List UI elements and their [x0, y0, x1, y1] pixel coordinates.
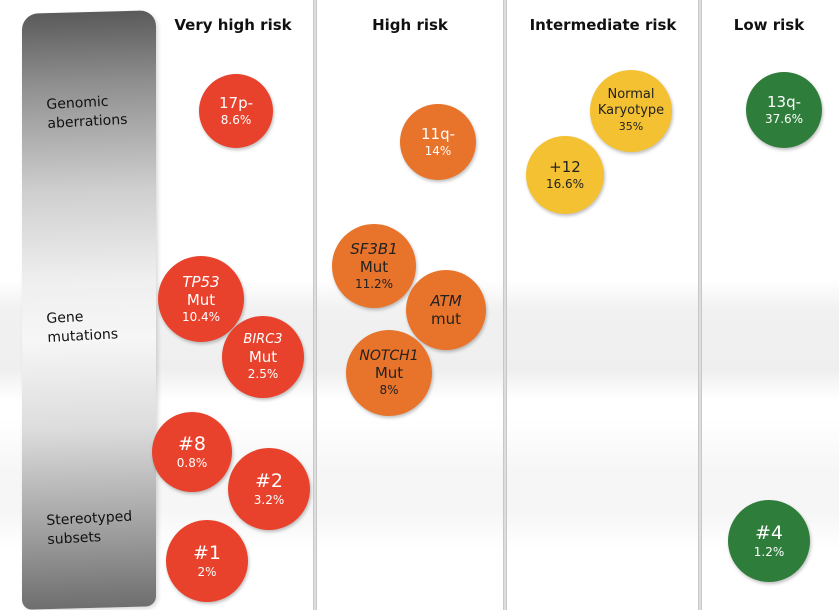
bubble-label: 17p-	[218, 94, 254, 112]
bubble-label: 13q-	[766, 93, 802, 111]
bubble-label: +12	[549, 158, 581, 176]
bubble-label: 11q-	[420, 125, 456, 143]
bubble-gene: TP53	[182, 273, 220, 291]
bubble-atm: ATM mut	[406, 270, 486, 350]
bubble-percent: 35%	[618, 120, 644, 133]
bubble-label: mut	[431, 310, 461, 328]
bubble-subset-2: #2 3.2%	[228, 448, 310, 530]
bubble-gene: BIRC3	[243, 332, 283, 347]
bubble-gene: SF3B1	[350, 240, 398, 258]
bubble-gene: ATM	[430, 292, 462, 310]
bubble-percent: 2.5%	[247, 367, 279, 381]
bubble-label: #2	[254, 470, 283, 492]
bubble-percent: 16.6%	[545, 177, 585, 191]
bubble-label: Mut	[248, 348, 278, 366]
bubble-11q: 11q- 14%	[400, 104, 476, 180]
bubble-label: Mut	[186, 291, 216, 309]
bubble-label: #1	[192, 542, 221, 564]
bubble-subset-1: #1 2%	[166, 520, 248, 602]
bubble-subset-8: #8 0.8%	[152, 412, 232, 492]
column-divider	[698, 0, 702, 610]
bubble-percent: 2%	[197, 565, 217, 579]
row-label-genomic-aberrations: Genomic aberrations	[46, 93, 128, 132]
bubble-percent: 8%	[379, 383, 399, 397]
bubble-label: Normal	[607, 87, 655, 102]
bubble-percent: 0.8%	[176, 456, 208, 470]
bubble-gene: NOTCH1	[359, 348, 419, 364]
bubble-subset-4: #4 1.2%	[728, 500, 810, 582]
bubble-percent: 11.2%	[354, 277, 394, 291]
bubble-label: Mut	[374, 364, 404, 382]
column-header-high-risk: High risk	[372, 16, 448, 34]
bubble-percent: 1.2%	[753, 545, 785, 559]
column-header-intermediate-risk: Intermediate risk	[529, 16, 677, 34]
row-label-stereotyped-subsets: Stereotyped subsets	[46, 508, 133, 548]
bubble-plus12: +12 16.6%	[526, 136, 604, 214]
column-header-low-risk: Low risk	[733, 16, 805, 34]
bubble-percent: 37.6%	[764, 112, 804, 126]
bubble-normal-karyotype: Normal Karyotype 35%	[590, 70, 672, 152]
bubble-percent: 8.6%	[220, 113, 252, 127]
bubble-sf3b1: SF3B1 Mut 11.2%	[332, 224, 416, 308]
bubble-17p: 17p- 8.6%	[199, 74, 273, 148]
bubble-percent: 10.4%	[181, 310, 221, 324]
bubble-label: #4	[754, 522, 783, 544]
bubble-label: #8	[177, 433, 206, 455]
bubble-birc3: BIRC3 Mut 2.5%	[222, 316, 304, 398]
row-label-gene-mutations: Gene mutations	[46, 309, 119, 346]
bubble-label: Karyotype	[597, 103, 665, 118]
column-divider	[503, 0, 507, 610]
bubble-13q: 13q- 37.6%	[746, 72, 822, 148]
bubble-tp53: TP53 Mut 10.4%	[158, 256, 244, 342]
column-header-very-high-risk: Very high risk	[174, 16, 292, 34]
column-divider	[313, 0, 317, 610]
bubble-label: Mut	[359, 258, 389, 276]
bubble-notch1: NOTCH1 Mut 8%	[346, 330, 432, 416]
bubble-percent: 3.2%	[253, 493, 285, 507]
bubble-percent: 14%	[424, 144, 452, 158]
